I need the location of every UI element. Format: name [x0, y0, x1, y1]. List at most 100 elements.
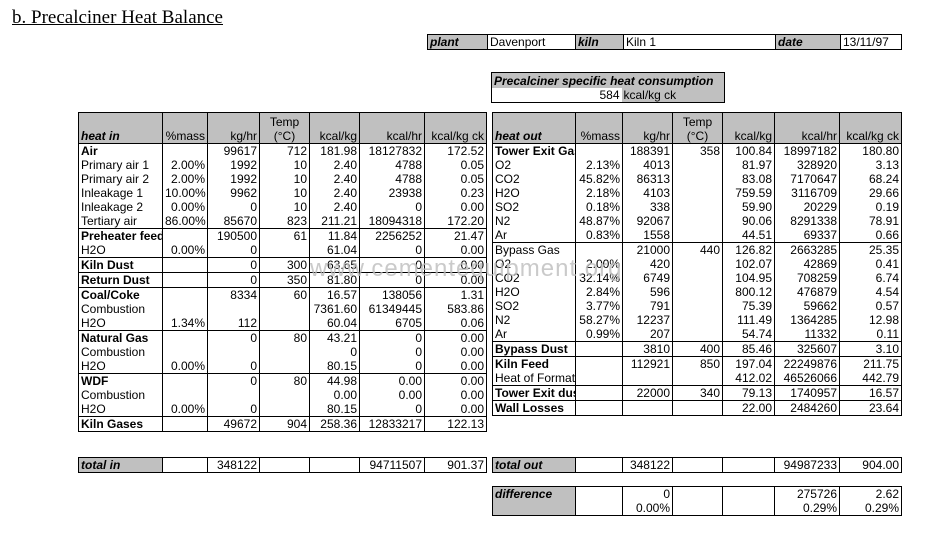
heat-in-cell: 0.00	[359, 388, 425, 402]
watermark: www.cementequipment.org	[310, 255, 623, 282]
heat-out-cell: 2.00%	[575, 257, 623, 271]
heat-in-total: total in 348122 94711507 901.37	[78, 457, 487, 473]
difference-cell: 0.00%	[622, 501, 673, 516]
heat-in-cell: 0.00	[424, 272, 487, 288]
heat-out-cell: 0.18%	[575, 200, 623, 214]
heat-in-row-label: H2O	[78, 359, 163, 374]
heat-out-cell: 2.13%	[575, 158, 623, 172]
heat-in-cell: 0.00	[424, 388, 487, 402]
heat-out-cell: 3810	[622, 341, 673, 357]
heat-in-cell	[207, 302, 260, 316]
heat-in-cell: 0.06	[424, 316, 487, 331]
heat-out-cell	[672, 299, 723, 313]
heat-out-row: O2 2.00% 420 102.07 42869 0.41	[492, 257, 902, 271]
heat-out-cell: 68.24	[839, 172, 902, 186]
heat-in-col-header: kcal/kg	[309, 112, 360, 144]
heat-in-cell	[162, 373, 208, 388]
heat-in-cell: 44.98	[309, 373, 360, 388]
heat-in-cell: 1.31	[424, 287, 487, 302]
heat-out-row: Bypass Dust 3810 400 85.46 325607 3.10	[492, 341, 902, 357]
heat-out-total: total out 348122 94987233 904.00	[492, 457, 902, 473]
heat-in-cell: 0	[207, 272, 260, 288]
heat-out-cell: 325607	[774, 341, 840, 357]
heat-out-cell: 0.41	[839, 257, 902, 271]
heat-out-cell: 81.97	[722, 158, 775, 172]
heat-in-cell: 86.00%	[162, 214, 208, 229]
heat-in-cell: 0	[207, 373, 260, 388]
heat-in-row: Natural Gas 0 80 43.21 0 0.00	[78, 330, 487, 345]
difference-cell	[672, 486, 723, 501]
heat-in-total-cell: 901.37	[424, 457, 487, 473]
heat-in-cell: 2.00%	[162, 172, 208, 186]
heat-in-cell: 1992	[207, 158, 260, 172]
heat-out-cell	[672, 186, 723, 200]
heat-out-col-header: kcal/kg ck	[839, 112, 902, 144]
heat-out-header-row: heat out %mass kg/hr Temp (°C) kcal/kg kcal/h…	[492, 112, 902, 144]
heat-in-cell: 112	[207, 316, 260, 331]
heat-out-cell: 85.46	[722, 341, 775, 357]
heat-in-row-label: H2O	[78, 243, 163, 258]
heat-out-cell	[672, 172, 723, 186]
heat-out-row: Kiln Feed 112921 850 197.04 22249876 211.75	[492, 356, 902, 371]
heat-out-cell: 1740957	[774, 385, 840, 401]
heat-out-cell: 54.74	[722, 327, 775, 342]
heat-in-cell: 0	[359, 359, 425, 374]
heat-in-row-label: Return Dust	[78, 272, 163, 288]
page-title: b. Precalciner Heat Balance	[12, 7, 223, 28]
heat-in-row: Kiln Dust 0 300 63.65 0 0.00	[78, 257, 487, 273]
heat-in-col-header: kcal/kg ck	[424, 112, 487, 144]
heat-out-cell	[622, 400, 673, 416]
heat-in-col-header: kcal/hr	[359, 112, 425, 144]
heat-out-row-label: CO2	[492, 172, 576, 186]
heat-in-cell: 10	[259, 186, 310, 200]
heat-out-cell: 92067	[622, 214, 673, 228]
heat-in-cell: 85670	[207, 214, 260, 229]
heat-out-col-header: heat out	[492, 112, 576, 144]
heat-out-cell: 45.82%	[575, 172, 623, 186]
heat-out-cell: 12.98	[839, 313, 902, 327]
heat-out-cell	[672, 228, 723, 243]
heat-in-cell	[259, 402, 310, 417]
heat-out-total-cell: 94987233	[774, 457, 840, 473]
heat-out-cell: 78.91	[839, 214, 902, 228]
heat-out-col-header: %mass	[575, 112, 623, 144]
heat-out-cell	[672, 257, 723, 271]
heat-in-cell: 0.00%	[162, 200, 208, 214]
heat-in-cell: 0	[359, 330, 425, 345]
heat-out-cell: 2663285	[774, 242, 840, 257]
heat-in-cell: 0	[207, 257, 260, 273]
heat-out-cell: 58.27%	[575, 313, 623, 327]
heat-in-cell: 1.34%	[162, 316, 208, 331]
heat-out-cell: 800.12	[722, 285, 775, 299]
heat-out-row-label: Wall Losses	[492, 400, 576, 416]
heat-out-cell: 32.14%	[575, 271, 623, 285]
heat-in-cell: 0	[207, 359, 260, 374]
heat-out-cell: 59.90	[722, 200, 775, 214]
heat-in-cell	[207, 388, 260, 402]
heat-out-row: SO2 3.77% 791 75.39 59662 0.57	[492, 299, 902, 313]
heat-in-cell: 172.20	[424, 214, 487, 229]
total-in-row: total in 348122 94711507 901.37	[78, 457, 487, 473]
heat-out-cell: 102.07	[722, 257, 775, 271]
heat-out-cell: 29.66	[839, 186, 902, 200]
heat-in-row: H2O 0.00% 0 61.04 0 0.00	[78, 243, 487, 258]
heat-out-row-label: H2O	[492, 186, 576, 200]
heat-in-row-label: Primary air 1	[78, 158, 163, 172]
heat-in-row-label: Combustion	[78, 302, 163, 316]
heat-out-cell: 4.54	[839, 285, 902, 299]
heat-in-total-cell	[162, 457, 208, 473]
heat-in-row-label: H2O	[78, 402, 163, 417]
heat-out-total-cell	[575, 457, 623, 473]
heat-in-cell	[259, 243, 310, 258]
heat-in-cell	[162, 345, 208, 359]
heat-out-col-header: kcal/hr	[774, 112, 840, 144]
heat-out-cell: 111.49	[722, 313, 775, 327]
heat-in-cell: 0	[359, 345, 425, 359]
heat-in-cell: 8334	[207, 287, 260, 302]
heat-out-cell: 6749	[622, 271, 673, 285]
heat-out-row-label: Tower Exit dust	[492, 385, 576, 401]
heat-out-row: H2O 2.84% 596 800.12 476879 4.54	[492, 285, 902, 299]
heat-in-cell: 80	[259, 330, 310, 345]
heat-in-cell: 350	[259, 272, 310, 288]
heat-out-cell: 25.35	[839, 242, 902, 257]
